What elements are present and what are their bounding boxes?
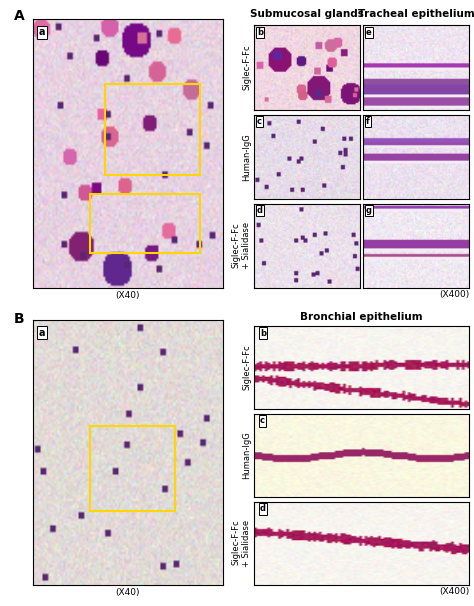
Text: Tracheal epithelium: Tracheal epithelium: [357, 9, 474, 19]
Text: Human-IgG: Human-IgG: [242, 431, 251, 479]
Text: (X40): (X40): [116, 291, 140, 300]
Text: A: A: [14, 9, 25, 23]
Text: (X40): (X40): [116, 588, 140, 597]
Text: B: B: [14, 312, 25, 326]
Text: d: d: [260, 504, 266, 513]
Text: Submucosal glands: Submucosal glands: [250, 9, 364, 19]
Text: Siglec-F-Fc: Siglec-F-Fc: [242, 45, 251, 90]
Text: d: d: [257, 206, 263, 215]
Text: f: f: [366, 117, 370, 126]
Bar: [90, 194, 200, 253]
Text: a: a: [39, 27, 46, 38]
Text: Siglec-F-Fc
+ Sialidase: Siglec-F-Fc + Sialidase: [232, 222, 251, 269]
Text: g: g: [366, 206, 372, 215]
Bar: [105, 84, 200, 175]
Text: c: c: [257, 117, 262, 126]
Text: e: e: [366, 28, 372, 37]
Text: c: c: [260, 416, 265, 425]
Bar: [90, 426, 175, 511]
Text: a: a: [39, 328, 46, 338]
Text: b: b: [260, 328, 266, 338]
Text: (X400): (X400): [439, 290, 469, 299]
Text: Bronchial epithelium: Bronchial epithelium: [300, 312, 423, 322]
Text: (X400): (X400): [439, 587, 469, 596]
Text: Siglec-F-Fc
+ Sialidase: Siglec-F-Fc + Sialidase: [232, 520, 251, 567]
Text: b: b: [257, 28, 263, 37]
Text: Human-IgG: Human-IgG: [242, 133, 251, 181]
Text: Siglec-F-Fc: Siglec-F-Fc: [242, 345, 251, 390]
